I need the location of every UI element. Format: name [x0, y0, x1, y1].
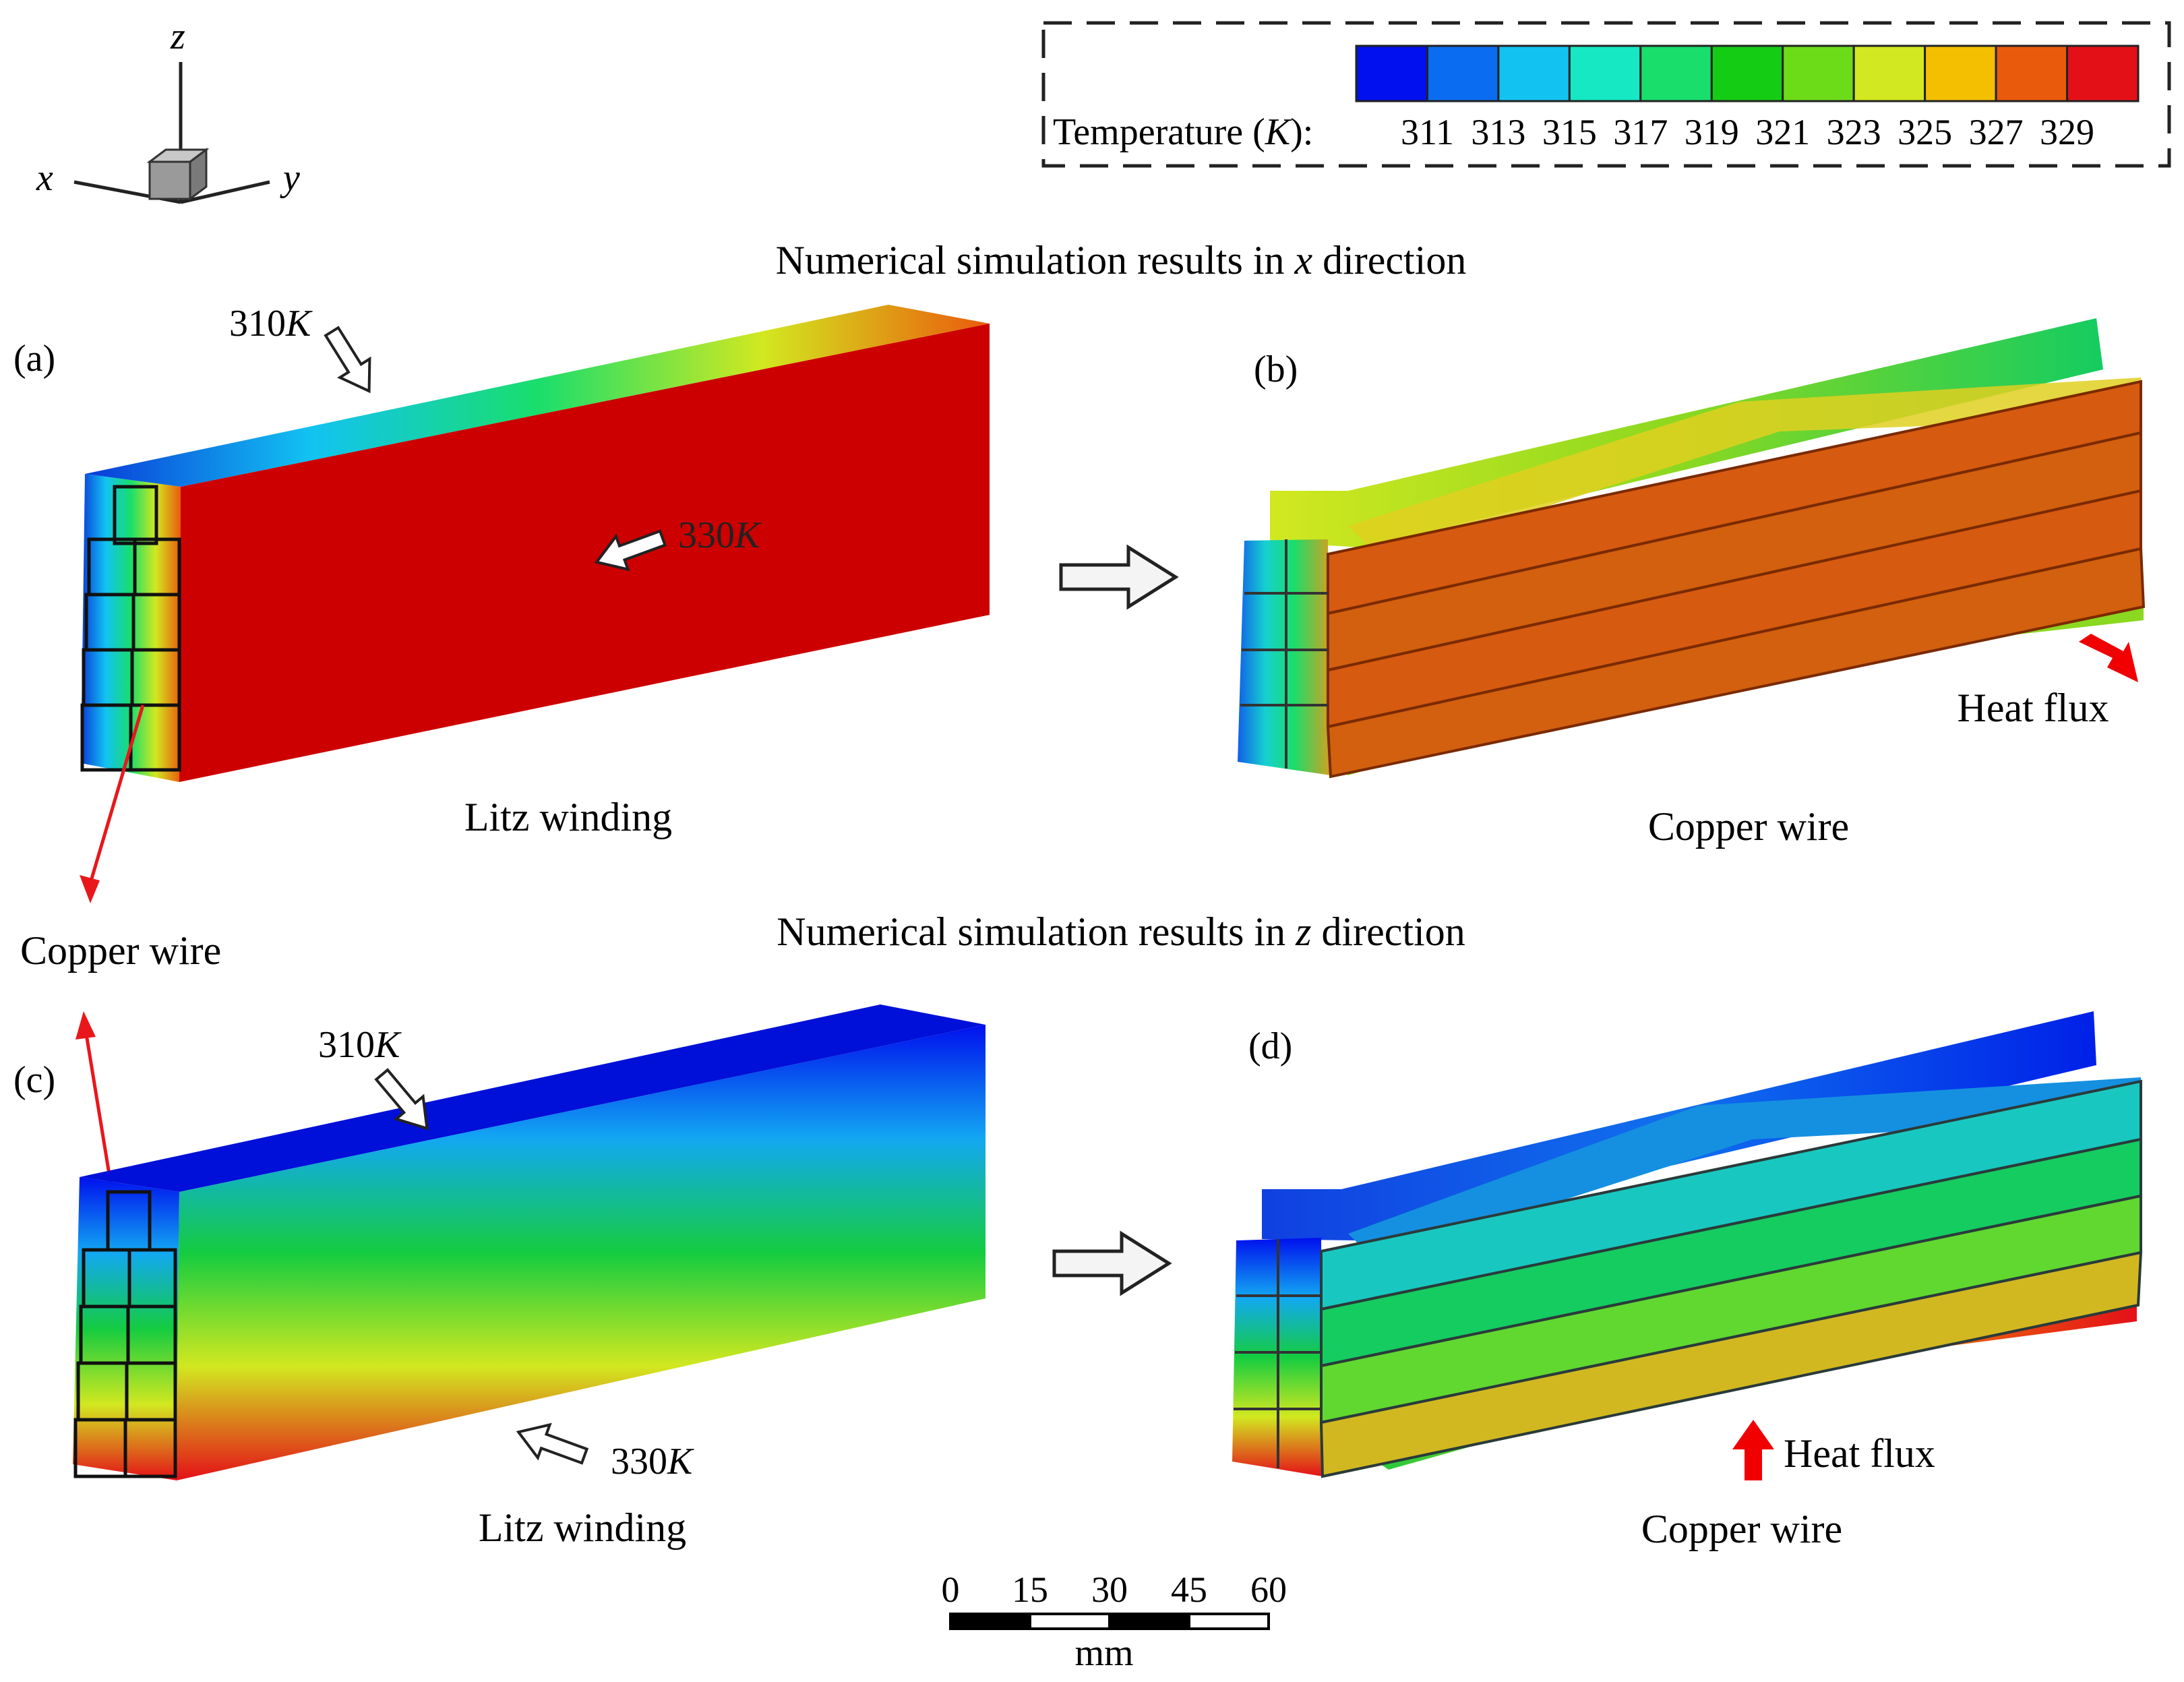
scale-bar-tick: 0	[942, 1569, 960, 1610]
panel-a-top-temp: 310K	[229, 303, 313, 344]
legend-tick-label: 311	[1401, 112, 1454, 152]
legend-tick-label: 323	[1827, 112, 1881, 152]
panel-d-caption: Copper wire	[1641, 1507, 1842, 1551]
legend-swatch	[1710, 44, 1784, 102]
panel-a-inner-arrow	[594, 529, 667, 572]
copper-wire-callout: Copper wire	[20, 928, 221, 973]
scale-bar-ticks: 0 15 30 45 60	[942, 1569, 1287, 1610]
panel-d-heat-flux-arrow	[1732, 1420, 1774, 1480]
panel-c-end-face	[73, 1177, 179, 1480]
section-title-z: Numerical simulation results in z direct…	[777, 909, 1465, 954]
y-axis-line	[180, 180, 270, 204]
callout-arrowhead-lower	[75, 1011, 96, 1040]
temperature-legend: Temperature (K): 311 313 315 317 319 321 323 32…	[1041, 21, 2171, 168]
scale-bar: 0 15 30 45 60 mm	[942, 1569, 1287, 1674]
y-axis-label: y	[280, 157, 300, 199]
legend-ticks: 311 313 315 317 319 321 323 325 327 329	[1401, 112, 2094, 152]
transition-arrow-bottom	[1052, 1230, 1172, 1296]
legend-label: Temperature (K):	[1053, 111, 1313, 153]
legend-tick-label: 319	[1685, 112, 1739, 152]
panel-b-end-faces	[1238, 539, 1331, 775]
panel-a-strand-grid	[80, 485, 181, 772]
legend-swatch	[1639, 44, 1713, 102]
scale-bar-unit: mm	[1074, 1632, 1133, 1674]
panel-a-inner-temp: 330K	[678, 514, 762, 556]
scale-bar-segments	[949, 1613, 1270, 1630]
axis-cube	[146, 148, 210, 201]
panel-a-top-arrow	[324, 326, 371, 394]
z-axis-label: z	[170, 16, 185, 57]
panel-b-heat-flux-arrow	[2079, 634, 2138, 682]
legend-swatch	[1995, 44, 2069, 102]
panel-d-front-strands	[1319, 1079, 2143, 1478]
legend-swatch	[1924, 44, 1997, 102]
callout-arrowhead-upper	[80, 875, 100, 903]
panel-d: (d) Heat flux Copper wire	[1232, 1011, 2143, 1551]
legend-tick-label: 321	[1755, 112, 1810, 152]
panel-b-label: (b)	[1254, 349, 1298, 390]
legend-tick-label: 315	[1542, 112, 1597, 152]
legend-tick-label: 327	[1969, 112, 2024, 152]
scale-bar-tick: 60	[1250, 1569, 1287, 1610]
panel-d-strand-dividers	[1234, 1239, 1321, 1468]
scale-bar-segment	[1108, 1613, 1190, 1630]
panel-d-heat-flux: Heat flux	[1784, 1431, 1935, 1476]
panel-c: (c) 310K 330K Litz winding	[13, 1004, 985, 1550]
legend-tick-label: 325	[1898, 112, 1952, 152]
panel-c-top-temp: 310K	[318, 1024, 402, 1066]
panel-b-strand-dividers	[1240, 539, 1328, 769]
scale-bar-tick: 45	[1171, 1569, 1207, 1610]
panel-a-label: (a)	[13, 338, 55, 380]
panel-c-top-arrow	[374, 1068, 429, 1131]
legend-colorbar	[1355, 44, 2140, 102]
legend-tick-label: 313	[1471, 112, 1525, 152]
panel-a-front-face	[179, 324, 990, 782]
legend-swatch	[1782, 44, 1855, 102]
legend-swatch	[2066, 44, 2140, 102]
legend-swatch	[1426, 44, 1500, 102]
axis-triad: z x y	[36, 16, 300, 204]
panel-c-label: (c)	[13, 1059, 55, 1101]
panel-c-front-face	[177, 1025, 985, 1480]
callout-arrow-upper	[88, 704, 145, 884]
legend-tick-label: 329	[2040, 112, 2094, 152]
panel-d-label: (d)	[1248, 1025, 1292, 1067]
panel-b-caption: Copper wire	[1648, 804, 1849, 849]
legend-tick-label: 317	[1613, 112, 1668, 152]
panel-a-top-face	[85, 305, 990, 487]
panel-c-caption: Litz winding	[479, 1505, 686, 1550]
panel-c-bottom-temp: 330K	[611, 1441, 694, 1482]
scale-bar-segment	[949, 1613, 1031, 1630]
legend-swatch	[1497, 44, 1571, 102]
panel-c-strand-grid	[73, 1190, 177, 1478]
section-title-x: Numerical simulation results in x direct…	[776, 238, 1467, 282]
panel-a: (a) 310K 330K Litz winding	[13, 303, 990, 839]
panel-b-front-strands	[1326, 380, 2146, 779]
transition-arrow-top	[1059, 544, 1179, 610]
scale-bar-tick: 30	[1091, 1569, 1128, 1610]
panel-a-caption: Litz winding	[464, 795, 672, 839]
x-axis-label: x	[36, 157, 53, 199]
legend-frame	[1041, 21, 2171, 168]
panel-b-heat-flux: Heat flux	[1958, 686, 2109, 730]
legend-swatch	[1852, 44, 1927, 102]
legend-swatch	[1355, 44, 1428, 102]
panel-c-top-face	[80, 1004, 985, 1192]
scale-bar-segment	[1029, 1613, 1111, 1630]
panel-b: (b) Heat flux Copper wire	[1238, 318, 2146, 849]
scale-bar-segment	[1188, 1613, 1270, 1630]
scale-bar-tick: 15	[1012, 1569, 1048, 1610]
panel-c-bottom-arrow	[516, 1422, 589, 1465]
legend-swatch	[1568, 44, 1642, 102]
